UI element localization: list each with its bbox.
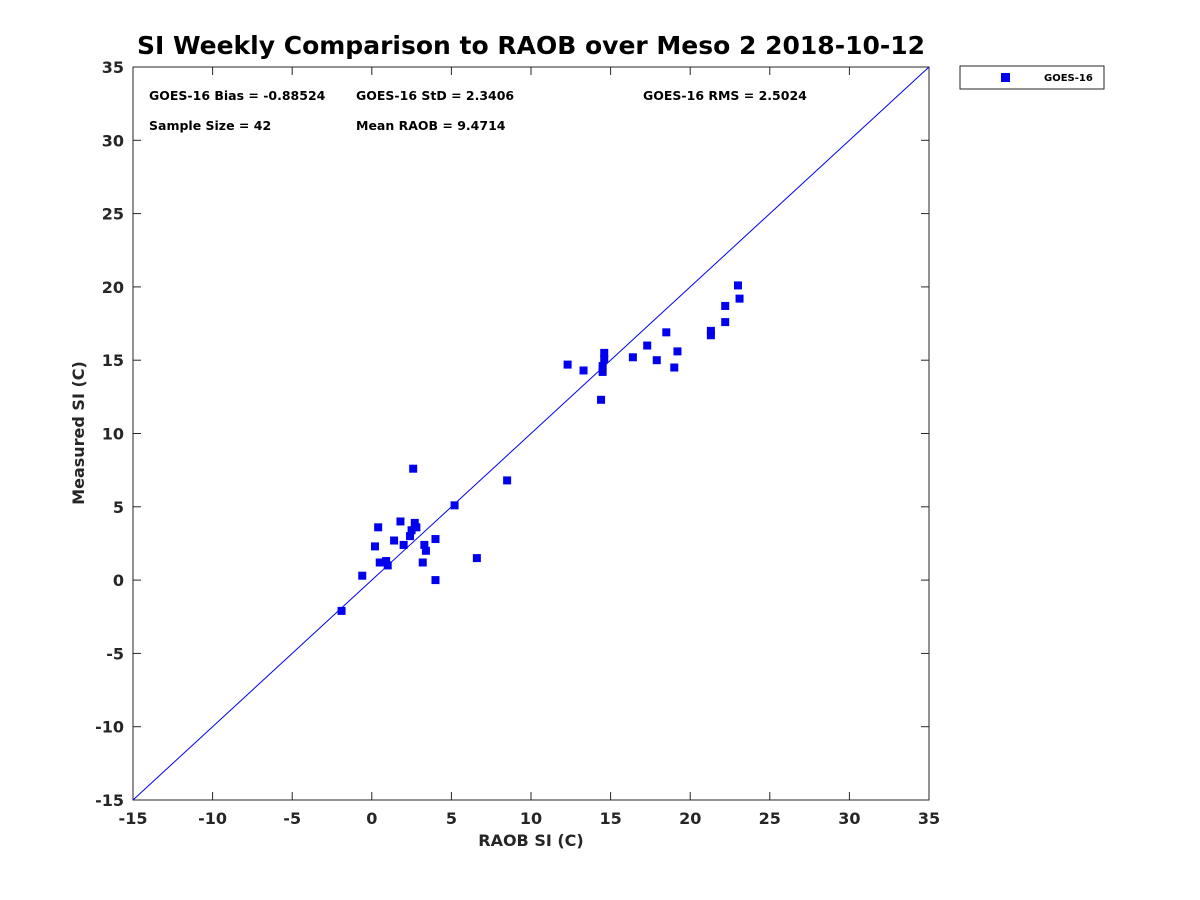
data-point (421, 546, 430, 555)
x-tick-label: 5 (446, 809, 457, 828)
data-point (597, 395, 606, 404)
data-point (652, 356, 661, 365)
data-point (598, 362, 607, 371)
y-axis-label: Measured SI (C) (69, 361, 88, 505)
y-tick-label: 35 (102, 58, 124, 77)
legend: GOES-16 (959, 65, 1105, 90)
data-point (358, 571, 367, 580)
y-tick-label: -5 (106, 644, 124, 663)
data-point (706, 331, 715, 340)
data-point (396, 517, 405, 526)
x-tick-label: 20 (679, 809, 701, 828)
chart-title: SI Weekly Comparison to RAOB over Meso 2… (137, 31, 925, 60)
x-tick-label: 35 (918, 809, 940, 828)
data-point (673, 347, 682, 356)
data-point (600, 354, 609, 363)
stat-sample-size: Sample Size = 42 (149, 118, 271, 133)
x-tick-label: 10 (520, 809, 542, 828)
data-point (420, 540, 429, 549)
data-point (410, 518, 419, 527)
data-point (390, 536, 399, 545)
stat-mean-raob: Mean RAOB = 9.4714 (356, 118, 506, 133)
x-tick-label: 30 (838, 809, 860, 828)
data-point (383, 561, 392, 570)
data-point (399, 540, 408, 549)
y-tick-label: 20 (102, 278, 124, 297)
data-point (503, 476, 512, 485)
data-point (598, 367, 607, 376)
data-point (472, 554, 481, 563)
data-point (721, 301, 730, 310)
x-tick-label: 0 (366, 809, 377, 828)
data-point (733, 281, 742, 290)
data-point (643, 341, 652, 350)
data-point (406, 532, 415, 541)
data-point (407, 526, 416, 535)
data-point (409, 464, 418, 473)
y-tick-label: -15 (95, 791, 124, 810)
data-point (670, 363, 679, 372)
y-tick-label: 30 (102, 131, 124, 150)
data-point (370, 542, 379, 551)
x-tick-label: 25 (759, 809, 781, 828)
stat-std: GOES-16 StD = 2.3406 (356, 88, 514, 103)
x-tick-label: -10 (198, 809, 227, 828)
x-tick-label: -15 (119, 809, 148, 828)
data-point (735, 294, 744, 303)
data-point (721, 318, 730, 327)
data-point (374, 523, 383, 532)
stat-rms: GOES-16 RMS = 2.5024 (643, 88, 807, 103)
data-point (563, 360, 572, 369)
data-point (450, 501, 459, 510)
data-point (418, 558, 427, 567)
legend-box (959, 65, 1105, 90)
one-to-one-line (132, 66, 930, 801)
data-point (382, 557, 391, 566)
x-axis-label: RAOB SI (C) (478, 831, 583, 850)
y-axis: -15 -10 -5 0 5 10 15 20 25 30 35 (95, 58, 929, 810)
data-point (337, 606, 346, 615)
data-point (431, 535, 440, 544)
legend-marker-goes16 (1001, 73, 1010, 82)
stat-bias: GOES-16 Bias = -0.88524 (149, 88, 326, 103)
y-tick-label: -10 (95, 718, 124, 737)
data-point (375, 558, 384, 567)
data-point (431, 576, 440, 585)
data-point (412, 523, 421, 532)
data-point (628, 353, 637, 362)
data-point (579, 366, 588, 375)
y-tick-label: 25 (102, 205, 124, 224)
y-tick-label: 15 (102, 351, 124, 370)
x-axis: -15 -10 -5 0 5 10 15 20 25 30 35 (119, 67, 940, 828)
legend-label-goes16: GOES-16 (1044, 73, 1093, 84)
y-tick-label: 0 (113, 571, 124, 590)
x-tick-label: 15 (599, 809, 621, 828)
data-point (662, 328, 671, 337)
y-tick-label: 10 (102, 425, 124, 444)
scatter-points (337, 281, 744, 615)
y-tick-label: 5 (113, 498, 124, 517)
data-point (706, 326, 715, 335)
data-point (600, 348, 609, 357)
x-tick-label: -5 (283, 809, 301, 828)
